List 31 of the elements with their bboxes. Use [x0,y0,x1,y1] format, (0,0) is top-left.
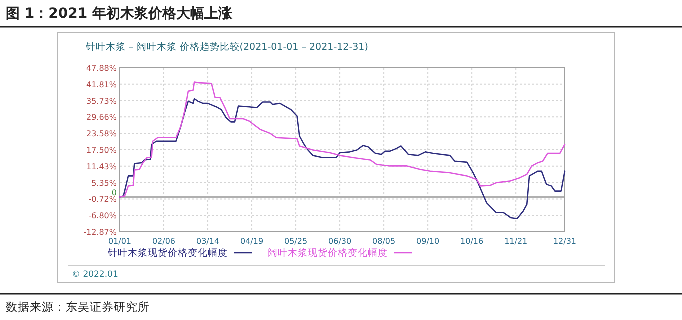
chart-subtitle: 针叶木浆 – 阔叶木浆 价格趋势比较(2021-01-01 – 2021-12-31) [85,41,368,53]
y-tick-label: 23.58% [86,130,118,139]
chart-title: 图 1：2021 年初木浆价格大幅上涨 [6,5,234,22]
x-tick-label: 03/14 [196,237,220,246]
source-note: 数据来源：东吴证券研究所 [6,300,150,314]
y-tick-label: 11.43% [86,162,118,172]
y-tick-label: 5.35% [92,178,118,188]
x-tick-label: 05/25 [284,237,308,246]
line-series [119,82,566,198]
y-tick-label: 29.66% [86,113,118,122]
x-tick-label: 10/16 [460,237,484,246]
x-tick-label: 06/30 [328,237,352,246]
x-tick-label: 09/10 [416,237,440,246]
y-tick-label: 47.88% [86,64,118,73]
y-tick-label: 41.81% [86,80,118,90]
y-tick-label: -6.80% [88,212,118,221]
y-tick-label: 35.73% [86,96,118,106]
x-tick-label: 11/21 [504,237,528,246]
ref-line-label: 0 [112,188,117,198]
legend-label: 针叶木浆现货价格变化幅度 [107,247,228,259]
text: © 2022.01 [72,270,118,280]
x-tick-label: 04/19 [240,237,264,246]
line-series [119,98,566,220]
x-tick-label: 01/01 [108,237,132,246]
x-tick-label: 12/31 [553,237,577,246]
y-tick-label: 17.50% [86,146,118,156]
x-tick-label: 02/06 [152,237,176,246]
legend-label: 阔叶木浆现货价格变化幅度 [268,247,388,259]
y-tick-label: -12.87% [84,228,118,237]
x-tick-label: 08/05 [372,237,396,246]
y-tick-label: -0.72% [88,195,118,204]
